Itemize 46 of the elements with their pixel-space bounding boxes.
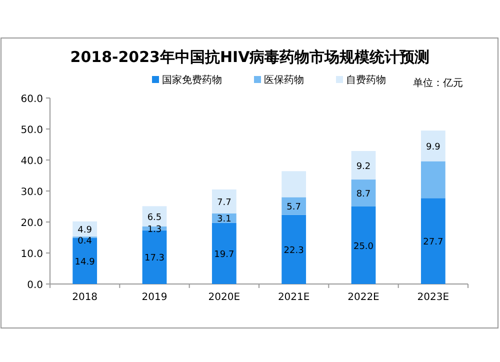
data-label: 9.2 <box>356 162 371 172</box>
bar <box>420 198 446 284</box>
legend-label: 自费药物 <box>346 74 386 86</box>
bar <box>351 151 376 180</box>
chart-title: 2018-2023年中国抗HIV病毒药物市场规模统计预测 <box>70 48 430 66</box>
bar <box>212 189 236 214</box>
y-tick-label: 40.0 <box>20 156 43 167</box>
data-label: 0.4 <box>78 236 92 246</box>
bar <box>72 238 98 284</box>
data-label: 4.9 <box>78 225 92 236</box>
data-label: 1.3 <box>147 224 162 235</box>
bar <box>212 222 236 284</box>
data-label: 19.7 <box>214 250 234 260</box>
bar <box>351 180 376 206</box>
data-label: 9.9 <box>426 142 441 152</box>
bar <box>282 214 306 284</box>
y-tick-label: 0.0 <box>27 280 43 291</box>
x-tick-label: 2022E <box>348 292 380 303</box>
bar <box>282 197 306 215</box>
y-tick-label: 30.0 <box>20 187 43 198</box>
bar <box>420 161 446 198</box>
y-tick-label: 20.0 <box>20 218 43 229</box>
y-tick-label: 50.0 <box>20 125 43 136</box>
data-label: 14.9 <box>74 257 96 268</box>
bar <box>282 171 306 198</box>
data-label: 5.7 <box>286 202 301 213</box>
x-tick-label: 2018 <box>72 292 98 303</box>
data-label: 8.7 <box>356 190 371 200</box>
data-label: 6.5 <box>147 212 162 223</box>
legend-label: 国家免费药物 <box>162 74 222 86</box>
x-tick-label: 2020E <box>208 292 240 303</box>
x-tick-label: 2023E <box>417 292 450 303</box>
data-label: 17.3 <box>144 254 165 264</box>
bar <box>420 130 446 162</box>
data-label: 27.7 <box>423 238 444 248</box>
x-tick-label: 2021E <box>278 292 310 303</box>
y-tick-label: 10.0 <box>20 249 43 260</box>
data-label: 3.1 <box>217 214 232 225</box>
data-label: 25.0 <box>353 242 374 252</box>
text: 单位：亿元 <box>413 77 463 89</box>
legend-label: 医保药物 <box>264 74 304 86</box>
x-tick-label: 2019 <box>142 292 168 303</box>
data-label: 22.3 <box>284 246 304 256</box>
bar <box>351 206 376 284</box>
y-tick-label: 60.0 <box>20 94 43 105</box>
data-label: 7.7 <box>217 198 232 208</box>
